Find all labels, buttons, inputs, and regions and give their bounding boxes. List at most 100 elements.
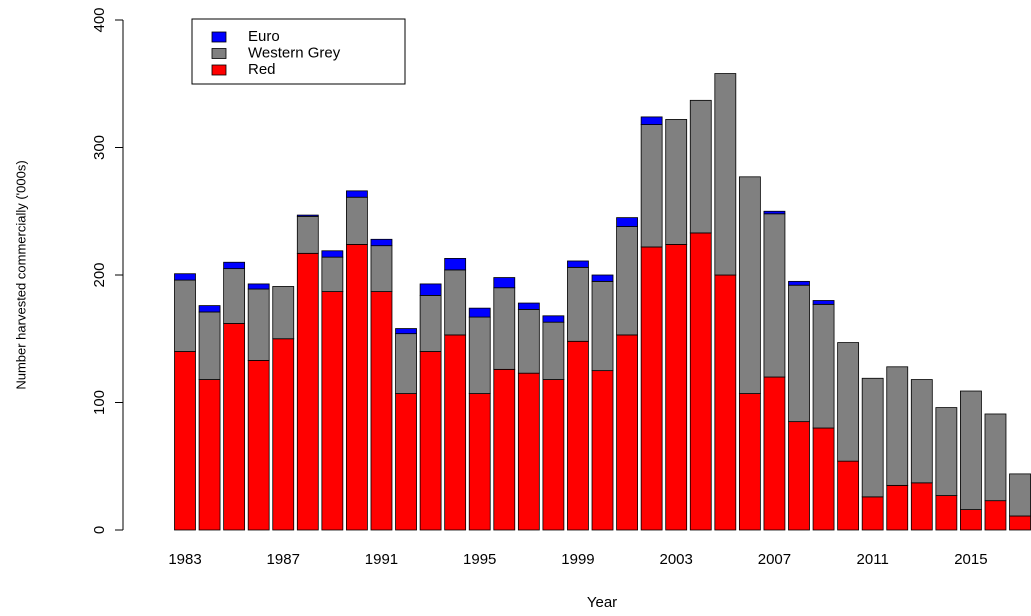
bar-segment [689,232,712,531]
y-tick-label: 0 [91,526,108,534]
bar-segment [960,390,982,510]
x-tick-label: 2007 [758,551,791,568]
bar-segment [1009,515,1031,531]
bar-segment [935,407,958,496]
bar-segment [763,210,786,215]
bar-segment [198,305,221,313]
y-tick-label: 400 [91,7,108,32]
y-tick-label: 200 [91,262,108,287]
x-tick-label: 2003 [660,551,693,568]
bar-segment [738,393,761,531]
legend-swatch [211,48,227,59]
bar-segment [493,287,516,370]
bar-segment [567,266,589,342]
bar-segment [370,245,393,292]
bar-segment [198,379,221,531]
bar-segment [346,243,368,531]
bar-segment [468,307,491,318]
legend-swatch [211,31,227,43]
bar-segment [591,370,614,531]
bar-segment [689,99,712,234]
bar-segment [812,303,835,429]
bar-segment [272,338,295,531]
bar-segment [247,288,270,361]
bar-segment [223,261,246,270]
bar-segment [223,268,246,324]
bar-segment [174,279,196,352]
bar-segment [247,283,270,290]
bar-segment [419,294,442,352]
bar-segment [886,366,909,486]
bar-segment [910,482,933,531]
bar-segment [837,460,860,531]
y-tick-label: 300 [91,135,108,160]
bar-segment [935,495,958,531]
bar-segment [468,316,491,394]
bar-segment [763,213,786,378]
bar-segment [640,246,663,531]
bar-segment [395,393,417,531]
bar-segment [296,215,319,254]
bar-segment [296,252,319,531]
bar-segment [444,258,467,271]
bar-segment [788,421,810,531]
bar-segment [468,393,491,531]
bar-segment [567,260,589,268]
bar-segment [984,413,1007,502]
bar-segment [174,351,196,531]
x-tick-label: 1991 [365,551,398,568]
bar-segment [616,217,638,227]
bar-segment [591,280,614,372]
bar-segment [517,302,540,310]
x-tick-label: 1999 [561,551,594,568]
bar-segment [247,360,270,531]
bar-segment [542,321,565,380]
bar-segment [493,368,516,531]
bar-segment [788,280,810,286]
bar-segment [272,286,295,340]
bar-segment [395,333,417,394]
bar-segment [542,379,565,531]
bar-segment [174,273,196,281]
bar-segment [296,214,319,217]
bar-segment [321,256,344,292]
bar-segment [812,300,835,305]
bar-segment [665,243,688,531]
bar-segment [346,190,368,198]
bar-segment [714,274,737,531]
x-tick-label: 2011 [857,551,889,568]
bar-segment [444,334,467,531]
bar-segment [370,238,393,247]
bar-segment [837,342,860,462]
bar-segment [321,291,344,531]
x-tick-label: 2015 [954,551,987,568]
bar-segment [542,315,565,323]
bar-segment [861,496,884,531]
bar-segment [861,377,884,498]
legend-label: Red [248,61,276,78]
bar-segment [419,351,442,531]
legend-label: Western Grey [248,44,341,61]
y-axis-title: Number harvested commercially ('000s) [13,160,28,389]
bar-segment [616,334,638,531]
bar-segment [763,376,786,531]
bar-segment [444,269,467,336]
bar-segment [738,176,761,394]
x-axis-title: Year [587,594,617,611]
bar-segment [493,277,516,289]
bar-segment [640,124,663,248]
bar-segment [665,119,688,245]
legend-label: Euro [248,28,280,45]
legend-swatch [211,64,227,76]
bar-segment [395,328,417,335]
bar-segment [960,509,982,531]
bar-segment [616,226,638,336]
bar-segment [567,340,589,531]
bar-segment [984,500,1007,531]
bar-segment [1009,473,1031,517]
bar-segment [812,427,835,531]
bar-segment [910,379,933,484]
bar-segment [198,311,221,380]
bar-segment [788,284,810,423]
